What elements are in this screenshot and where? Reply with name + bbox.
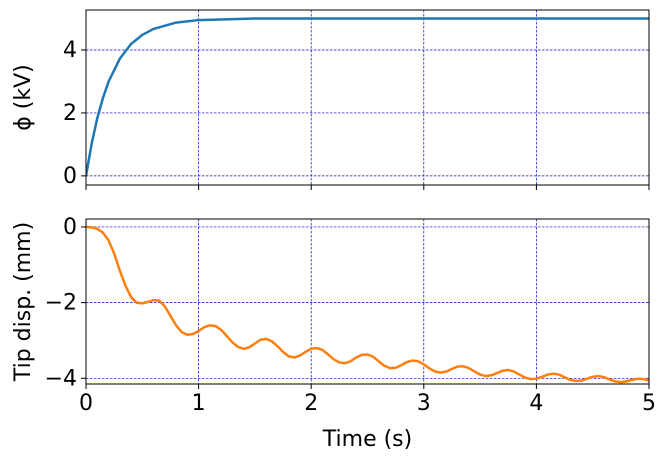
x-tick-label: 1	[192, 391, 206, 416]
x-axis-label: Time (s)	[322, 427, 412, 452]
y-tick-label: −4	[45, 366, 77, 391]
y-tick-label: 2	[63, 101, 77, 126]
y-tick-label: 4	[63, 38, 77, 63]
data-line	[86, 225, 649, 384]
y-axis-label: ϕ (kV)	[11, 64, 36, 130]
x-tick-label: 3	[417, 391, 431, 416]
x-tick-label: 5	[642, 391, 656, 416]
x-tick-label: 0	[79, 391, 93, 416]
axes-frame	[85, 9, 650, 186]
x-tick-label: 4	[529, 391, 543, 416]
y-axis-label: Tip disp. (mm)	[11, 222, 36, 382]
y-tick-label: 0	[63, 215, 77, 240]
axes-frame	[85, 218, 650, 385]
data-line	[86, 17, 649, 177]
x-tick-label: 2	[304, 391, 318, 416]
y-tick-label: −2	[45, 291, 77, 316]
y-tick-label: 0	[63, 164, 77, 189]
